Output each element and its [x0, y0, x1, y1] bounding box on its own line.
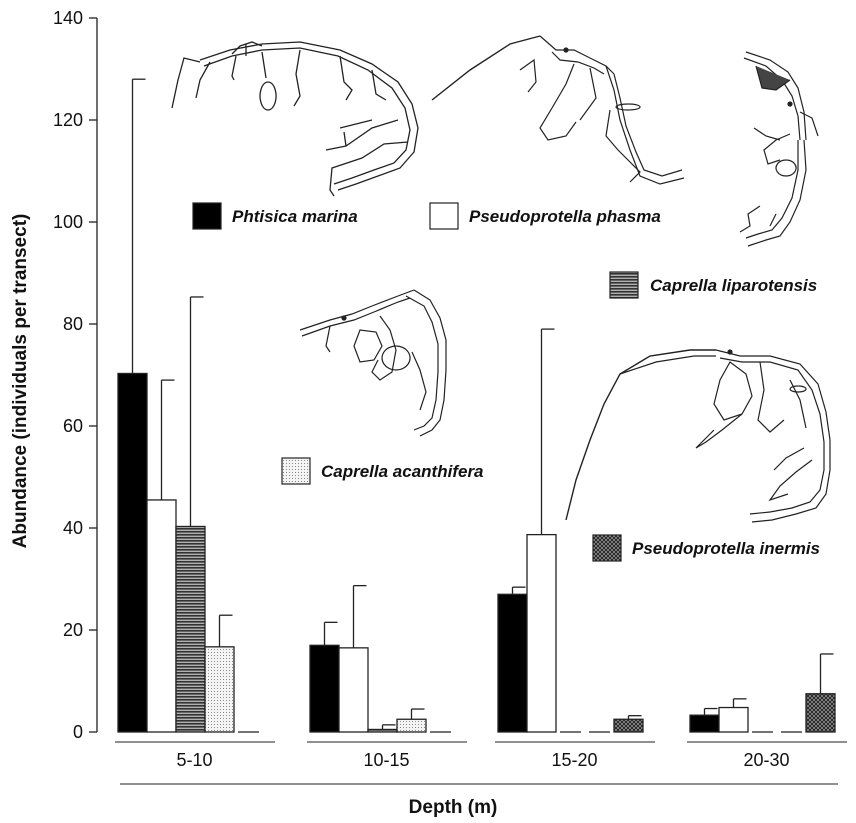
legend-label: Caprella liparotensis: [650, 276, 817, 295]
x-axis-title: Depth (m): [409, 797, 498, 818]
bar: [117, 372, 148, 733]
caprella-liparotensis-illustration: [739, 51, 819, 247]
phtisica-marina-illustration: [171, 41, 419, 197]
y-tick-label: 80: [63, 314, 83, 334]
x-tick-label: 10-15: [363, 750, 409, 770]
y-tick-label: 0: [73, 722, 83, 742]
bar: [526, 533, 557, 733]
legend-swatch: [429, 202, 459, 230]
legend-swatch: [192, 202, 222, 230]
legend-label: Pseudoprotella inermis: [632, 539, 820, 558]
legend-label: Caprella acanthifera: [321, 462, 484, 481]
bar: [338, 647, 369, 733]
bar: [204, 646, 235, 733]
pseudoprotella-inermis-illustration: [565, 349, 831, 523]
x-tick-label: 20-30: [743, 750, 789, 770]
y-tick-label: 20: [63, 620, 83, 640]
legend: Phtisica marina Pseudoprotella phasma Capr…: [192, 202, 820, 562]
legend-swatch: [281, 457, 311, 485]
bar: [497, 593, 528, 733]
bar: [175, 525, 206, 733]
y-tick-label: 100: [53, 212, 83, 232]
x-axis: 5-10 10-15 15-20 20-30: [115, 741, 847, 785]
legend-label: Phtisica marina: [232, 207, 358, 226]
bar: [309, 644, 340, 733]
bar: [805, 693, 836, 733]
legend-swatch: [609, 271, 639, 299]
y-axis-title: Abundance (individuals per transect): [10, 214, 31, 549]
bars: [117, 78, 836, 733]
y-tick-label: 60: [63, 416, 83, 436]
x-tick-label: 5-10: [176, 750, 212, 770]
x-tick-label: 15-20: [551, 750, 597, 770]
pseudoprotella-phasma-illustration: [431, 35, 685, 185]
y-tick-label: 120: [53, 110, 83, 130]
y-tick-label: 40: [63, 518, 83, 538]
bar: [367, 728, 398, 733]
bar: [146, 499, 177, 733]
bar: [613, 718, 644, 733]
caprella-acanthifera-illustration: [299, 289, 447, 437]
y-tick-label: 140: [53, 8, 83, 28]
bar: [689, 714, 720, 733]
bar: [718, 706, 749, 733]
legend-label: Pseudoprotella phasma: [469, 207, 661, 226]
legend-swatch: [592, 534, 622, 562]
y-axis: 0 20 40 60 80 100 120 140: [53, 8, 98, 742]
bar: [396, 718, 427, 733]
